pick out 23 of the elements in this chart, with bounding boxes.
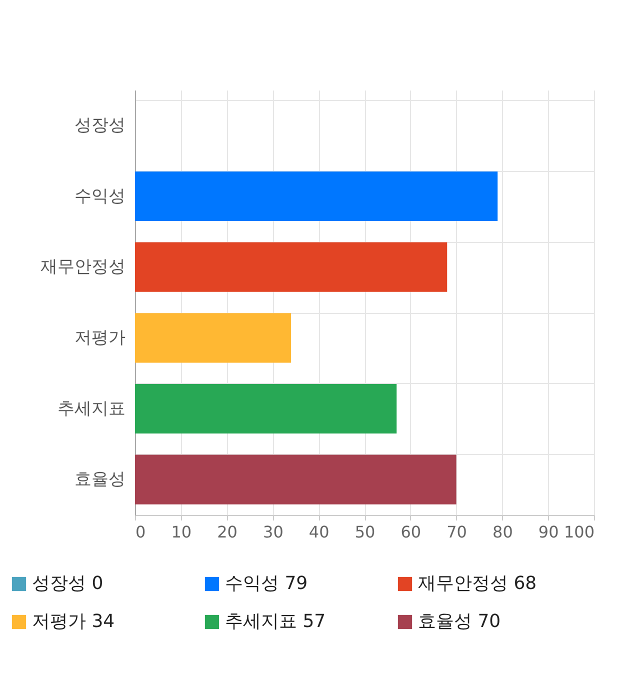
y-tick-label: 수익성 — [74, 186, 126, 206]
x-tick-label: 40 — [308, 522, 330, 542]
y-tick-label: 성장성 — [74, 115, 126, 136]
y-tick-label: 추세지표 — [58, 398, 126, 419]
legend-label: 추세지표 57 — [225, 611, 326, 632]
legend-label: 수익성 79 — [225, 573, 308, 594]
y-tick-label: 재무안정성 — [40, 257, 126, 278]
x-tick-label: 100 — [564, 522, 594, 542]
x-tick-label: 80 — [492, 522, 513, 542]
x-tick-label: 70 — [446, 522, 467, 542]
y-tick-label: 효율성 — [74, 470, 126, 490]
x-tick-label: 20 — [217, 522, 238, 542]
x-tick-label: 30 — [263, 522, 284, 542]
legend-label: 저평가 34 — [32, 611, 115, 632]
x-tick-label: 90 — [538, 522, 559, 542]
x-tick-label: 0 — [136, 522, 146, 542]
x-tick-label: 50 — [354, 522, 376, 542]
legend-label: 성장성 0 — [32, 573, 104, 594]
y-tick-label: 저평가 — [74, 328, 126, 348]
x-tick-label: 60 — [400, 522, 422, 542]
legend-label: 효율성 70 — [418, 611, 501, 632]
legend-label: 재무안정성 68 — [418, 573, 537, 594]
x-tick-label: 10 — [171, 522, 192, 542]
